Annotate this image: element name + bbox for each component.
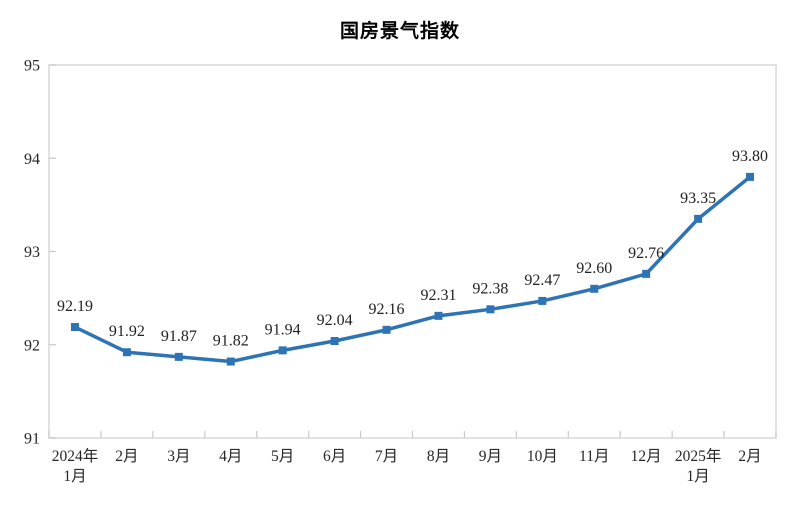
y-axis-tick-label: 93 [24,244,40,261]
data-label: 92.04 [317,312,353,329]
x-axis-tick-label: 10月 [527,448,558,465]
data-label: 93.80 [732,148,768,165]
data-label: 93.35 [680,190,716,207]
x-axis-tick-label: 7月 [375,448,398,465]
chart-title: 国房景气指数 [339,21,460,42]
x-axis-tick-label: 2025年 1月 [675,447,722,485]
data-label: 92.19 [57,298,93,315]
data-point-marker [642,269,651,278]
x-axis-tick-label: 11月 [579,448,609,465]
y-axis-tick-label: 94 [24,151,40,168]
x-axis-tick-label: 9月 [479,448,502,465]
data-point-marker [694,214,703,223]
data-point-marker [226,357,235,366]
series-line [73,175,752,364]
data-point-marker [174,352,183,361]
x-axis-tick-label: 2月 [738,448,761,465]
data-label: 91.87 [161,328,197,345]
x-axis-tick-label: 3月 [167,448,190,465]
data-point-marker [278,346,287,355]
data-label: 91.94 [265,321,301,338]
y-axis-tick-label: 91 [24,431,40,448]
y-axis-tick-label: 92 [24,337,40,354]
data-point-marker [122,348,131,357]
x-axis-tick-label: 12月 [631,448,662,465]
x-axis-tick-label: 6月 [323,448,346,465]
data-point-marker [434,311,443,320]
data-label: 91.82 [213,333,249,350]
x-axis-tick-label: 2024年 1月 [52,447,99,485]
data-point-marker [538,296,547,305]
data-point-marker [382,325,391,334]
data-label: 92.60 [576,260,612,277]
x-axis-tick-label: 5月 [271,448,294,465]
data-point-marker [330,337,339,346]
data-label: 92.16 [369,301,405,318]
data-label: 92.38 [472,280,508,297]
data-point-marker [746,172,755,181]
data-point-marker [486,305,495,314]
x-axis-tick-label: 4月 [219,448,242,465]
data-label: 92.76 [628,245,664,262]
x-axis-tick-label: 8月 [427,448,450,465]
data-label: 91.92 [109,323,145,340]
y-axis-tick-label: 95 [24,58,40,75]
x-axis-tick-label: 2月 [115,448,138,465]
data-point-marker [590,284,599,293]
data-label: 92.31 [420,287,456,304]
data-point-marker [70,323,79,332]
data-label: 92.47 [524,272,560,289]
